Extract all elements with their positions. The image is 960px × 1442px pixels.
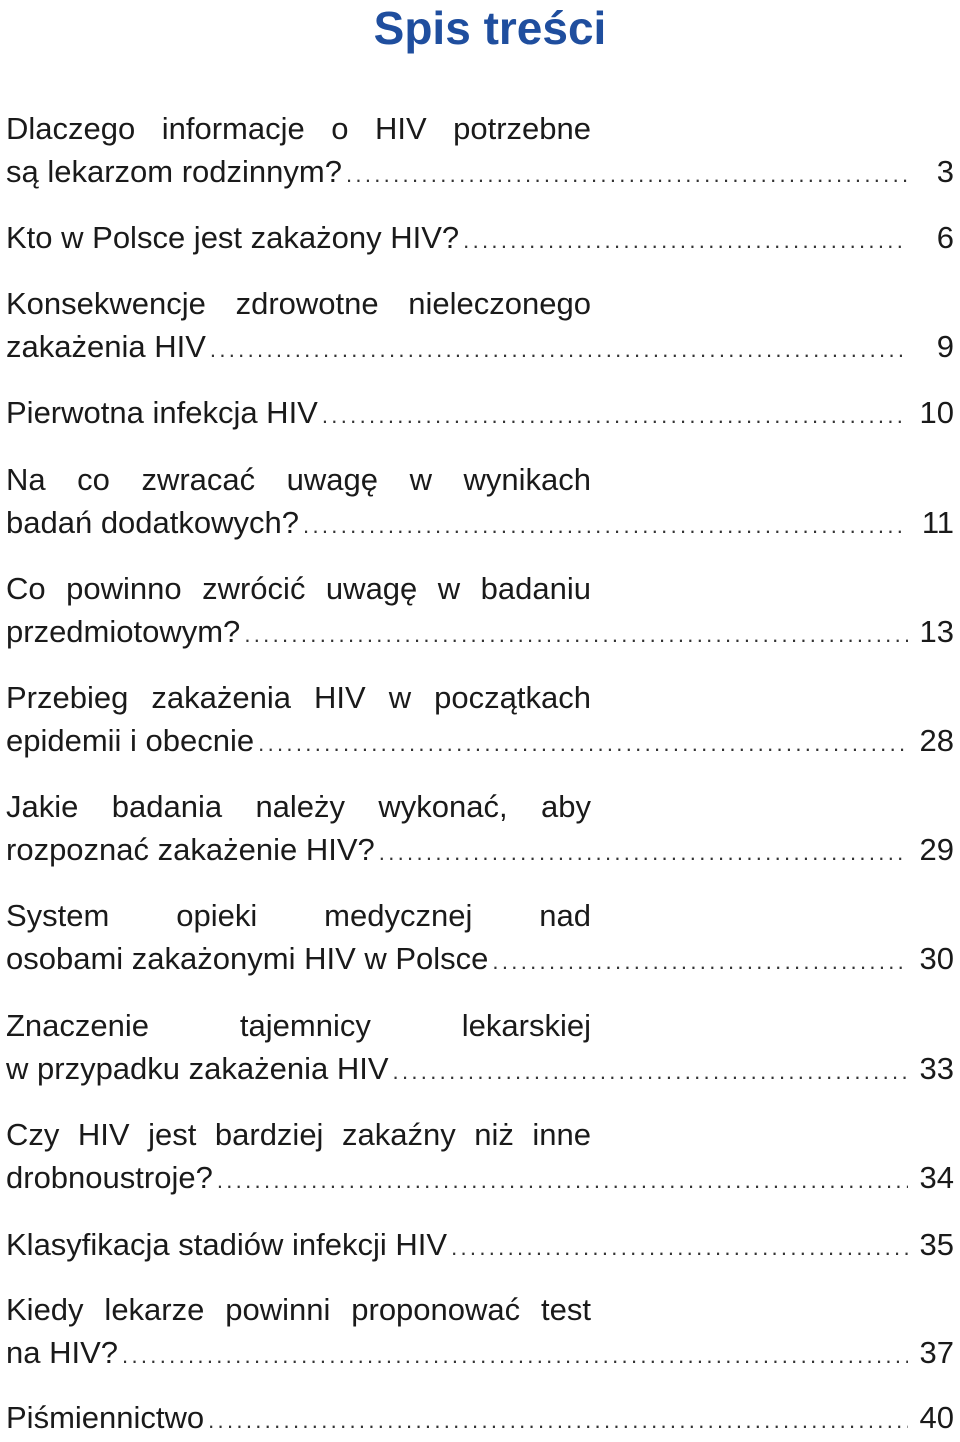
dot-leader — [217, 1159, 908, 1202]
toc-entry-title-line: Dlaczego informacje o HIV potrzebne — [6, 111, 591, 146]
toc-entry-title-line: Kto w Polsce jest zakażony HIV? — [6, 220, 460, 255]
toc-entry-title-line: drobnoustroje? — [6, 1160, 213, 1195]
toc-entry-title-line: na HIV? — [6, 1335, 119, 1370]
dot-leader — [393, 1050, 908, 1093]
toc-page-number: 37 — [919, 1335, 954, 1370]
toc-entry-title-line: w przypadku zakażenia HIV — [6, 1051, 389, 1086]
dot-leader — [451, 1226, 908, 1269]
toc-entry[interactable]: Dlaczego informacje o HIV potrzebne są l… — [6, 107, 954, 196]
dot-leader — [303, 504, 908, 547]
toc-entry[interactable]: Co powinno zwrócić uwagę w badaniu przed… — [6, 567, 954, 656]
toc-page-number: 29 — [919, 832, 954, 867]
toc-entry-title-line: Na co zwracać uwagę w wynikach — [6, 462, 591, 497]
dot-leader — [322, 394, 908, 437]
dot-leader — [492, 940, 908, 983]
toc-entry-title-line: Jakie badania należy wykonać, aby — [6, 789, 591, 824]
dot-leader — [210, 328, 908, 371]
toc-page-number: 40 — [919, 1400, 954, 1435]
dot-leader — [208, 1399, 908, 1442]
toc-entry-title-line: Znaczenie tajemnicy lekarskiej — [6, 1008, 591, 1043]
toc-entry[interactable]: Piśmiennictwo 40 — [6, 1396, 954, 1442]
toc-entry-title-line: epidemii i obecnie — [6, 723, 255, 758]
toc-page-number: 28 — [919, 723, 954, 758]
toc-page-number: 35 — [919, 1227, 954, 1262]
toc-entry-title-line: rozpoznać zakażenie HIV? — [6, 832, 375, 867]
toc-entry[interactable]: Jakie badania należy wykonać, aby rozpoz… — [6, 785, 954, 874]
toc-entry-title-line: Co powinno zwrócić uwagę w badaniu — [6, 571, 591, 606]
toc-entry[interactable]: Kiedy lekarze powinni proponować test na… — [6, 1288, 954, 1377]
toc-entry[interactable]: Klasyfikacja stadiów infekcji HIV 35 — [6, 1223, 954, 1269]
toc-entry-title-line: Kiedy lekarze powinni proponować test — [6, 1292, 591, 1327]
dot-leader — [122, 1334, 908, 1377]
toc-page-number: 30 — [919, 941, 954, 976]
toc-entry-title-line: Czy HIV jest bardziej zakaźny niż inne — [6, 1117, 591, 1152]
toc-entry-title-line: są lekarzom rodzinnym? — [6, 154, 342, 189]
dot-leader — [258, 722, 908, 765]
dot-leader — [463, 219, 908, 262]
toc-entry-title-line: Pierwotna infekcja HIV — [6, 395, 318, 430]
toc-entry[interactable]: System opieki medycznej nad osobami zaka… — [6, 894, 954, 983]
dot-leader — [346, 153, 908, 196]
toc-entry-title-line: zakażenia HIV — [6, 329, 206, 364]
toc-entry[interactable]: Przebieg zakażenia HIV w początkach epid… — [6, 676, 954, 765]
toc-entry[interactable]: Kto w Polsce jest zakażony HIV? 6 — [6, 216, 954, 262]
dot-leader — [244, 613, 908, 656]
toc-entry[interactable]: Czy HIV jest bardziej zakaźny niż inne d… — [6, 1113, 954, 1202]
toc-page-number: 33 — [919, 1051, 954, 1086]
toc-entry-title-line: Piśmiennictwo — [6, 1400, 205, 1435]
toc-entry-title-line: osobami zakażonymi HIV w Polsce — [6, 941, 489, 976]
toc-entry-title-line: przedmiotowym? — [6, 614, 241, 649]
toc-page-number: 11 — [921, 505, 954, 540]
toc-entry-title-line: badań dodatkowych? — [6, 505, 300, 540]
toc-entry-title-line: System opieki medycznej nad — [6, 898, 591, 933]
toc-entry-title-line: Konsekwencje zdrowotne nieleczonego — [6, 286, 591, 321]
toc-page-number: 9 — [936, 329, 954, 364]
toc-page-number: 6 — [936, 220, 954, 255]
toc-entry-title-line: Klasyfikacja stadiów infekcji HIV — [6, 1227, 448, 1262]
page-title: Spis treści — [373, 2, 607, 54]
toc-entry[interactable]: Pierwotna infekcja HIV 10 — [6, 391, 954, 437]
toc-page-number: 3 — [936, 154, 954, 189]
toc-entry[interactable]: Znaczenie tajemnicy lekarskiej w przypad… — [6, 1004, 954, 1093]
toc-page-number: 13 — [919, 614, 954, 649]
toc-entry[interactable]: Na co zwracać uwagę w wynikach badań dod… — [6, 458, 954, 547]
toc-entry-title-line: Przebieg zakażenia HIV w początkach — [6, 680, 591, 715]
toc-entry[interactable]: Konsekwencje zdrowotne nieleczonego zaka… — [6, 282, 954, 371]
dot-leader — [379, 831, 908, 874]
toc-page-number: 10 — [919, 395, 954, 430]
toc-page-number: 34 — [919, 1160, 954, 1195]
